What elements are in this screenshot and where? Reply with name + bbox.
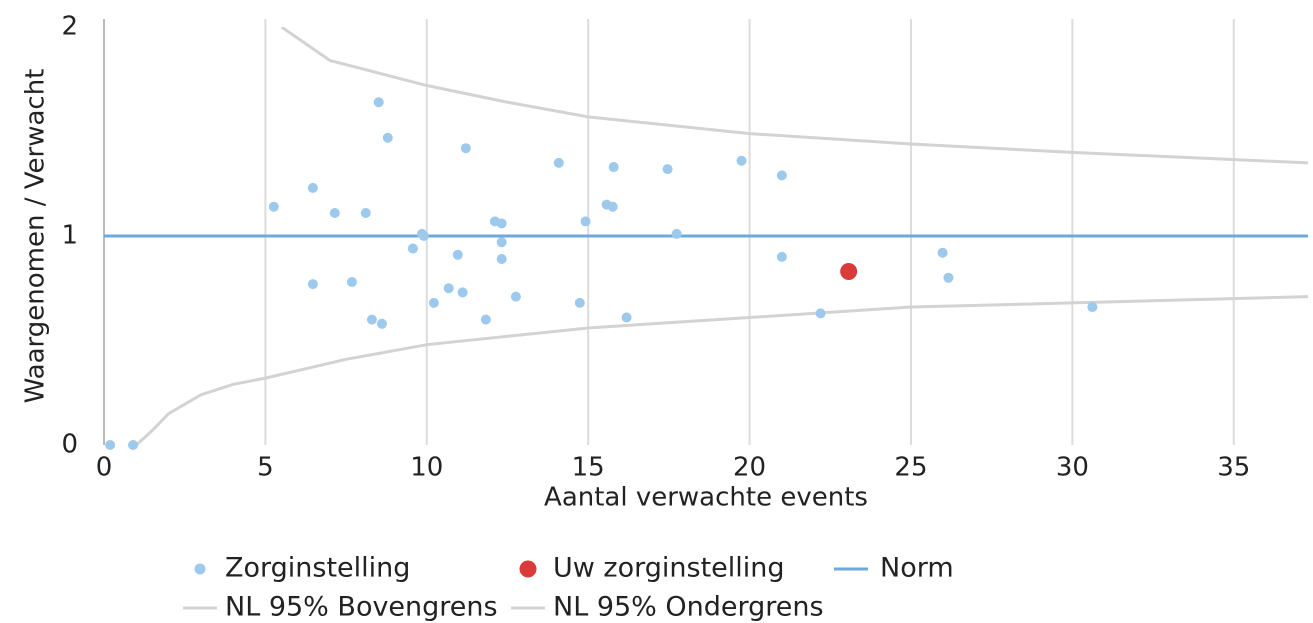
data-point (736, 155, 747, 166)
data-point (128, 440, 139, 450)
data-point (580, 216, 591, 227)
data-point (366, 314, 377, 325)
data-point (457, 287, 468, 298)
legend-item: NL 95% Ondergrens (511, 592, 824, 623)
data-point (460, 143, 471, 154)
legend-swatch (194, 563, 206, 575)
data-point (496, 218, 507, 229)
data-point (480, 314, 491, 325)
data-point (373, 97, 384, 108)
data-point (428, 297, 439, 308)
x-axis-title: Aantal verwachte events (544, 483, 868, 513)
data-point (671, 228, 682, 239)
data-point (943, 272, 954, 283)
data-point (553, 157, 564, 168)
data-point (776, 170, 787, 181)
plot-area (104, 27, 1308, 445)
series-line (135, 295, 1308, 445)
data-point (621, 312, 632, 323)
legend-item: Zorginstelling (194, 553, 410, 584)
data-point (360, 208, 371, 219)
x-tick-label: 35 (1217, 453, 1250, 483)
data-point (105, 440, 116, 450)
x-tick-label: 30 (1056, 453, 1089, 483)
data-point (496, 237, 507, 248)
x-tick-label: 20 (733, 453, 766, 483)
data-point (452, 249, 463, 260)
data-point (329, 208, 340, 219)
data-point (840, 263, 858, 281)
data-point (376, 318, 387, 329)
data-point (407, 243, 418, 254)
legend-swatch (519, 560, 537, 578)
legend-label: Norm (880, 553, 954, 584)
data-point (608, 162, 619, 173)
data-point (662, 164, 673, 175)
legend-item: NL 95% Bovengrens (183, 592, 498, 623)
data-point (815, 308, 826, 319)
series-line (280, 27, 1308, 165)
legend-label: Uw zorginstelling (553, 553, 785, 584)
x-tick-label: 0 (96, 453, 113, 483)
data-point (268, 201, 279, 212)
x-tick-label: 25 (894, 453, 927, 483)
data-point (574, 297, 585, 308)
data-point (937, 247, 948, 258)
y-axis-title: Waargenomen / Verwacht (21, 69, 51, 404)
data-point (382, 132, 393, 143)
x-tick-label: 10 (410, 453, 443, 483)
data-point (307, 182, 318, 193)
data-point (307, 279, 318, 290)
legend-label: NL 95% Bovengrens (225, 592, 498, 623)
x-tick-label: 5 (257, 453, 274, 483)
data-point (607, 201, 618, 212)
data-point (418, 231, 429, 241)
data-point (776, 251, 787, 262)
legend-label: Zorginstelling (225, 553, 410, 584)
data-point (496, 253, 507, 264)
y-tick-label: 1 (61, 221, 78, 251)
data-point (510, 291, 521, 302)
legend-item: Norm (834, 553, 954, 584)
data-point (346, 276, 357, 287)
data-point (443, 283, 454, 294)
y-tick-label: 0 (61, 430, 78, 460)
y-tick-label: 2 (61, 12, 78, 42)
legend-item: Uw zorginstelling (519, 553, 785, 584)
legend-label: NL 95% Ondergrens (553, 592, 824, 623)
x-tick-label: 15 (572, 453, 605, 483)
data-point (1087, 302, 1098, 313)
